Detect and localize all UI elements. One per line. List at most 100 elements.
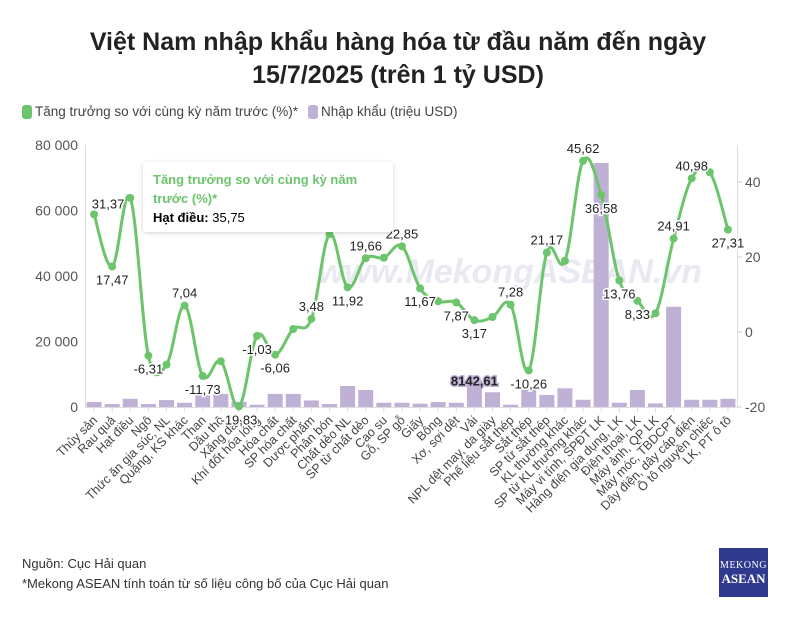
growth-point-23 <box>506 300 515 309</box>
growth-line <box>92 156 730 408</box>
bar-10 <box>267 393 283 407</box>
mekong-asean-logo: MEKONG ASEAN <box>719 548 768 597</box>
legend-label-imports: Nhập khẩu (triệu USD) <box>320 104 458 119</box>
line-data-label: -6,31 <box>134 362 164 377</box>
bar-14 <box>340 386 356 407</box>
line-data-label: 24,91 <box>657 219 690 234</box>
note-text: *Mekong ASEAN tính toán từ số liệu công … <box>22 576 389 591</box>
right-axis-tick-label: 0 <box>745 324 753 340</box>
line-data-label: 45,62 <box>567 141 600 156</box>
growth-point-26 <box>560 256 569 265</box>
line-data-label: 36,58 <box>585 201 618 216</box>
bar-7 <box>213 393 229 407</box>
left-axis-tick-label: 60 000 <box>35 203 78 219</box>
line-data-label: 13,76 <box>603 286 636 301</box>
bar-27 <box>575 399 591 407</box>
bar-data-label: 8142,61 <box>451 373 498 388</box>
line-data-label: -1,03 <box>242 342 272 357</box>
growth-point-19 <box>434 297 443 306</box>
growth-point-17 <box>397 242 406 251</box>
line-data-label: 21,17 <box>531 233 564 248</box>
line-data-label: 27,31 <box>712 236 745 251</box>
growth-point-18 <box>416 284 425 293</box>
bar-18 <box>412 403 428 407</box>
growth-point-21 <box>470 316 479 325</box>
bar-19 <box>430 402 446 407</box>
line-data-label: 19,66 <box>349 238 382 253</box>
growth-point-3 <box>144 351 153 360</box>
line-data-label: -10,26 <box>510 376 547 391</box>
tooltip-category: Hạt điều: <box>153 210 209 225</box>
legend-item-growth[interactable]: Tăng trưởng so với cùng kỳ năm trước (%)… <box>22 104 298 119</box>
growth-point-32 <box>669 234 678 243</box>
line-data-label: 3,48 <box>299 299 324 314</box>
bar-28 <box>593 163 609 407</box>
bar-22 <box>485 392 500 407</box>
growth-point-7 <box>216 357 225 366</box>
growth-point-25 <box>542 248 551 257</box>
bar-13 <box>322 404 337 407</box>
bar-9 <box>249 404 265 407</box>
legend-swatch-growth <box>22 104 32 119</box>
bar-31 <box>648 403 663 407</box>
growth-point-1 <box>108 262 117 271</box>
bar-20 <box>448 402 464 407</box>
growth-point-28 <box>597 190 606 199</box>
growth-point-20 <box>452 298 461 307</box>
line-data-label: -19,83 <box>221 412 258 427</box>
growth-point-24 <box>524 366 533 375</box>
bar-1 <box>104 404 120 407</box>
legend-label-growth: Tăng trưởng so với cùng kỳ năm trước (%)… <box>35 104 298 119</box>
logo-line1: MEKONG <box>720 560 767 571</box>
bar-4 <box>159 400 174 407</box>
bar-34 <box>702 399 718 407</box>
bar-11 <box>285 393 301 407</box>
source-text: Nguồn: Cục Hải quan <box>22 556 147 571</box>
growth-point-22 <box>488 313 497 321</box>
bar-32 <box>666 306 682 407</box>
growth-point-34 <box>705 168 714 177</box>
line-data-label: 11,92 <box>332 293 364 308</box>
line-data-label: 31,37 <box>92 196 125 211</box>
growth-point-31 <box>651 309 660 318</box>
bar-29 <box>611 402 627 407</box>
legend-item-imports[interactable]: Nhập khẩu (triệu USD) <box>307 104 458 119</box>
bar-17 <box>394 402 410 407</box>
tooltip-series: Tăng trưởng so với cùng kỳ năm trước (%)… <box>153 172 358 206</box>
bar-0 <box>86 402 102 407</box>
line-data-label: 7,28 <box>498 285 523 300</box>
line-data-label: 7,04 <box>172 286 197 301</box>
right-axis-tick-label: 40 <box>745 174 761 190</box>
bar-35 <box>720 398 736 407</box>
line-data-label: -6,06 <box>260 361 290 376</box>
line-data-label: 11,67 <box>404 294 436 309</box>
left-axis-tick-label: 40 000 <box>35 268 78 284</box>
chart-title-line2: 15/7/2025 (trên 1 tỷ USD) <box>252 61 544 89</box>
growth-point-2 <box>126 193 135 202</box>
bar-24 <box>521 388 537 407</box>
growth-point-6 <box>198 371 207 380</box>
bar-15 <box>358 389 374 407</box>
left-axis-tick-label: 20 000 <box>35 334 78 350</box>
tooltip-value: 35,75 <box>212 210 245 225</box>
legend: Tăng trưởng so với cùng kỳ năm trước (%)… <box>22 104 464 119</box>
line-data-label: 22,85 <box>386 226 419 241</box>
growth-point-0 <box>90 210 99 219</box>
growth-point-11 <box>289 325 298 333</box>
tooltip: Tăng trưởng so với cùng kỳ năm trước (%)… <box>143 162 393 232</box>
growth-point-9 <box>253 331 262 340</box>
line-data-label: 40,98 <box>675 158 708 173</box>
bar-3 <box>140 404 156 407</box>
bar-12 <box>303 400 319 407</box>
line-data-label: -11,73 <box>185 382 221 397</box>
bar-26 <box>557 388 573 407</box>
chart-title-line1: Việt Nam nhập khẩu hàng hóa từ đầu năm đ… <box>89 28 707 56</box>
growth-point-12 <box>307 314 316 323</box>
left-axis-tick-label: 0 <box>70 399 78 415</box>
growth-point-33 <box>687 174 696 183</box>
bar-2 <box>122 398 138 407</box>
right-axis-tick-label: -20 <box>745 399 765 415</box>
bar-33 <box>684 399 700 407</box>
logo-line2: ASEAN <box>721 571 766 586</box>
bar-21 <box>466 380 482 407</box>
